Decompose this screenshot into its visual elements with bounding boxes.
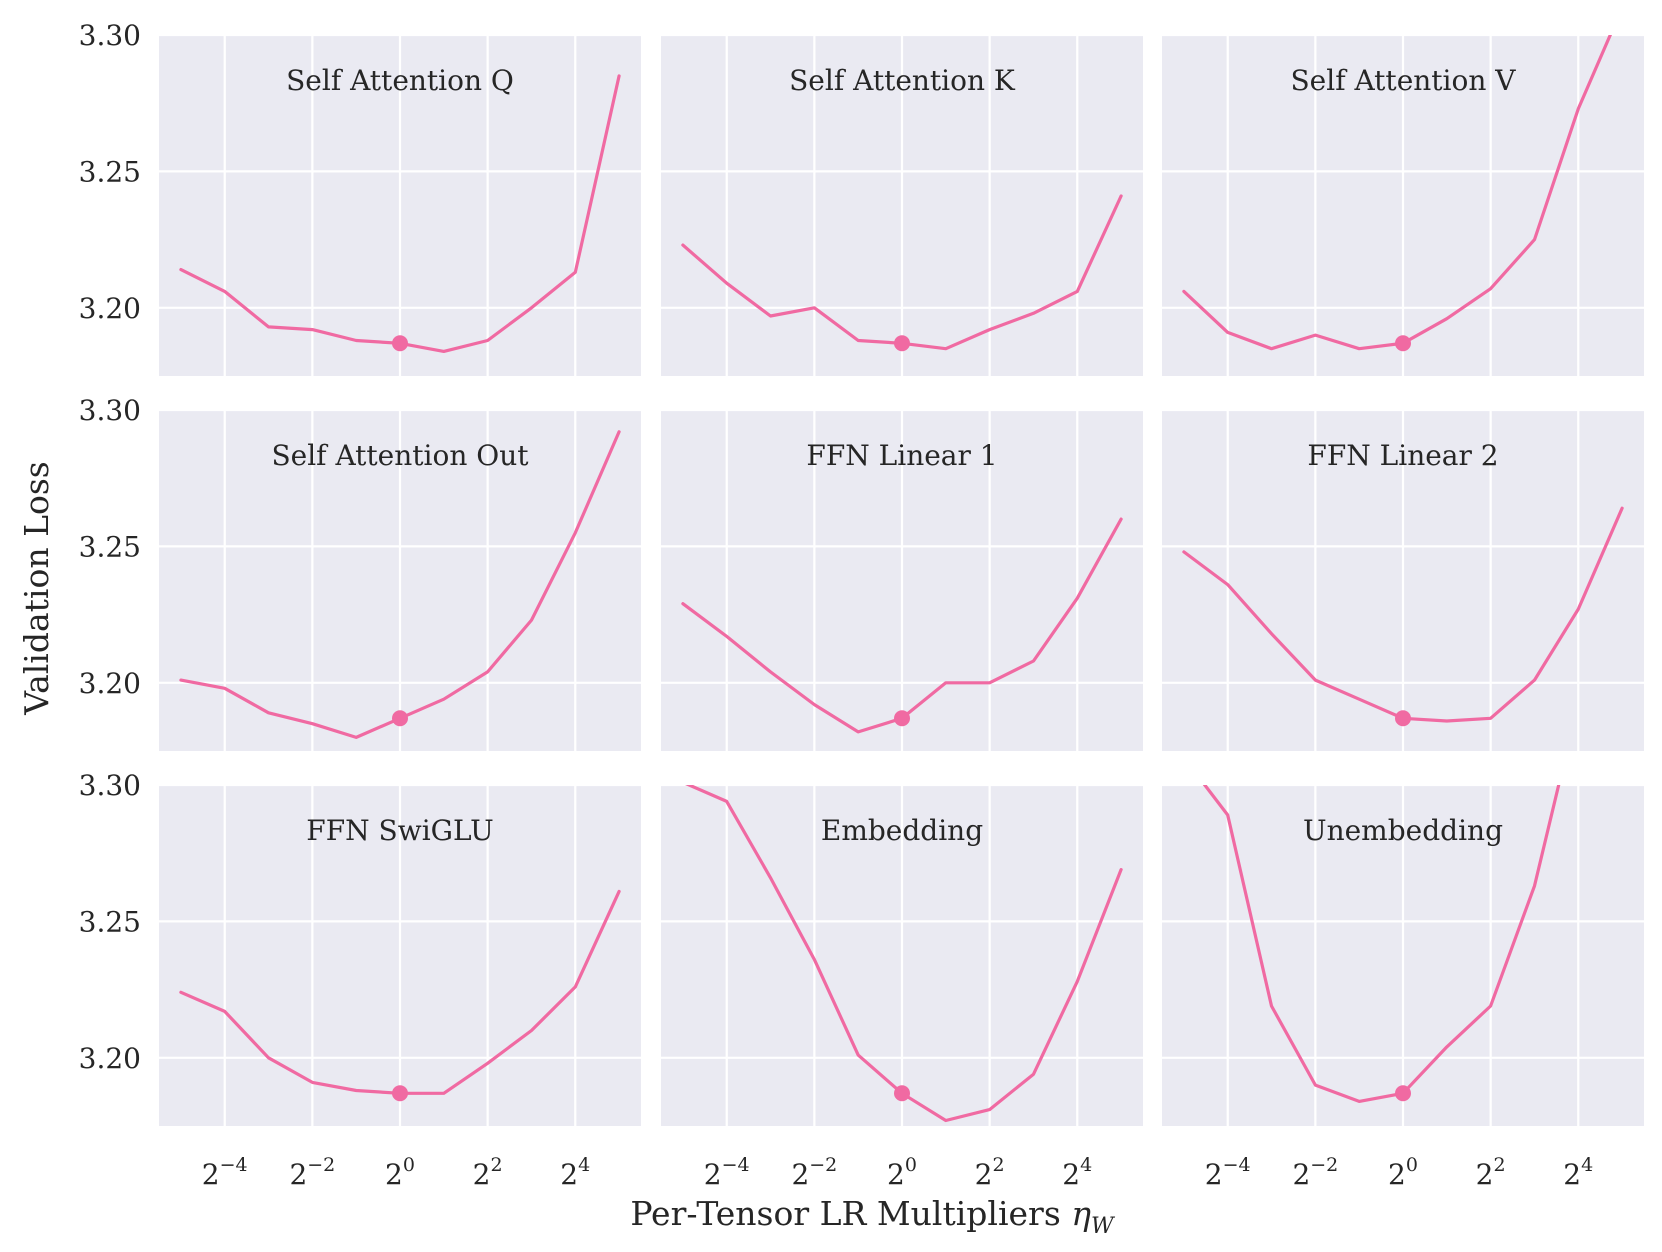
panel-title: Self Attention Q	[286, 64, 514, 97]
x-tick-exponent: 4	[1080, 1154, 1092, 1176]
x-tick-label: 2−2	[289, 1154, 335, 1191]
x-tick-label: 2−4	[704, 1154, 750, 1191]
y-tick-label: 3.30	[79, 769, 141, 802]
series-clip-group	[1182, 506, 1624, 727]
y-tick-label: 3.30	[79, 394, 141, 427]
x-tick-base: 2	[1205, 1158, 1223, 1191]
x-axis-label: Per-Tensor LR Multipliers ηW	[630, 1194, 1116, 1239]
highlight-point	[1395, 1085, 1411, 1102]
x-tick-label: 2−2	[1292, 1154, 1338, 1191]
series-clip-group	[179, 430, 621, 740]
x-tick-exponent: −2	[809, 1154, 837, 1176]
panel-title: Unembedding	[1303, 814, 1503, 847]
highlight-point	[392, 710, 408, 727]
panel-5: FFN Linear 2	[1162, 408, 1644, 751]
x-tick-base: 2	[1476, 1158, 1494, 1191]
x-tick-exponent: 2	[491, 1154, 503, 1176]
y-axis-label: Validation Loss	[17, 461, 56, 715]
x-tick-label: 24	[1563, 1154, 1593, 1191]
panel-title: Self Attention K	[789, 64, 1016, 97]
x-tick-base: 2	[791, 1158, 809, 1191]
x-tick-base: 2	[289, 1158, 307, 1191]
x-tick-label: 2−2	[791, 1154, 837, 1191]
series-clip-group	[179, 889, 621, 1102]
x-tick-base: 2	[385, 1158, 403, 1191]
series-clip-group	[681, 194, 1123, 352]
series-clip-group	[681, 517, 1123, 734]
highlight-point	[894, 335, 910, 352]
x-tick-base: 2	[887, 1158, 905, 1191]
panel-3: Self Attention Out 3.20 3.25 3.30	[79, 394, 641, 751]
x-axis-label-subscript: W	[1091, 1214, 1116, 1239]
panel-title: FFN Linear 2	[1307, 439, 1498, 472]
series-clip-group	[685, 785, 1123, 1123]
highlight-point	[392, 335, 408, 352]
highlight-point	[894, 710, 910, 727]
highlight-point	[392, 1085, 408, 1102]
x-tick-base: 2	[1292, 1158, 1310, 1191]
x-tick-base: 2	[473, 1158, 491, 1191]
x-tick-base: 2	[202, 1158, 220, 1191]
highlight-point	[894, 1085, 910, 1102]
x-axis-label-symbol: η	[1071, 1194, 1091, 1233]
x-tick-exponent: −4	[1223, 1154, 1251, 1176]
y-tick-label: 3.25	[79, 905, 141, 938]
x-tick-exponent: 4	[578, 1154, 590, 1176]
x-tick-exponent: −4	[722, 1154, 750, 1176]
x-tick-exponent: −4	[220, 1154, 248, 1176]
x-tick-exponent: 0	[403, 1154, 415, 1176]
x-tick-exponent: 2	[1494, 1154, 1506, 1176]
series-line	[1202, 785, 1561, 1104]
y-tick-label: 3.20	[79, 292, 141, 325]
highlight-point	[1395, 710, 1411, 727]
panel-title: FFN Linear 1	[806, 439, 997, 472]
x-tick-label: 22	[473, 1154, 503, 1191]
y-tick-label: 3.25	[79, 155, 141, 188]
x-tick-base: 2	[560, 1158, 578, 1191]
x-tick-base: 2	[1062, 1158, 1080, 1191]
panel-2: Self Attention V	[1162, 33, 1644, 376]
x-tick-exponent: 0	[1406, 1154, 1418, 1176]
series-clip-group	[179, 74, 621, 353]
x-tick-label: 2−4	[1205, 1154, 1251, 1191]
x-tick-base: 2	[1388, 1158, 1406, 1191]
x-tick-exponent: 2	[993, 1154, 1005, 1176]
x-tick-label: 22	[1476, 1154, 1506, 1191]
y-tick-label: 3.20	[79, 667, 141, 700]
x-tick-base: 2	[704, 1158, 722, 1191]
highlight-point	[1395, 335, 1411, 352]
y-tick-label: 3.20	[79, 1042, 141, 1075]
x-tick-label: 2−4	[202, 1154, 248, 1191]
series-clip-group	[1182, 35, 1613, 352]
panel-title: Self Attention Out	[271, 439, 529, 472]
series-clip-group	[1202, 785, 1561, 1104]
x-tick-exponent: −2	[307, 1154, 335, 1176]
x-tick-exponent: −2	[1310, 1154, 1338, 1176]
panel-title: Embedding	[821, 814, 983, 847]
panel-0: Self Attention Q 3.20 3.25 3.30	[79, 19, 641, 376]
x-tick-label: 24	[560, 1154, 590, 1191]
x-tick-base: 2	[975, 1158, 993, 1191]
x-tick-label: 20	[1388, 1154, 1418, 1191]
x-tick-exponent: 4	[1581, 1154, 1593, 1176]
x-tick-label: 20	[887, 1154, 917, 1191]
x-tick-label: 24	[1062, 1154, 1092, 1191]
x-tick-exponent: 0	[905, 1154, 917, 1176]
panel-title: Self Attention V	[1290, 64, 1516, 97]
x-tick-base: 2	[1563, 1158, 1581, 1191]
panel-4: FFN Linear 1	[661, 408, 1143, 751]
y-tick-label: 3.30	[79, 19, 141, 52]
x-tick-label: 20	[385, 1154, 415, 1191]
y-tick-label: 3.25	[79, 530, 141, 563]
panel-1: Self Attention K	[661, 33, 1143, 376]
x-tick-label: 22	[975, 1154, 1005, 1191]
x-axis-label-text: Per-Tensor LR Multipliers	[630, 1194, 1071, 1233]
panel-title: FFN SwiGLU	[306, 814, 493, 847]
